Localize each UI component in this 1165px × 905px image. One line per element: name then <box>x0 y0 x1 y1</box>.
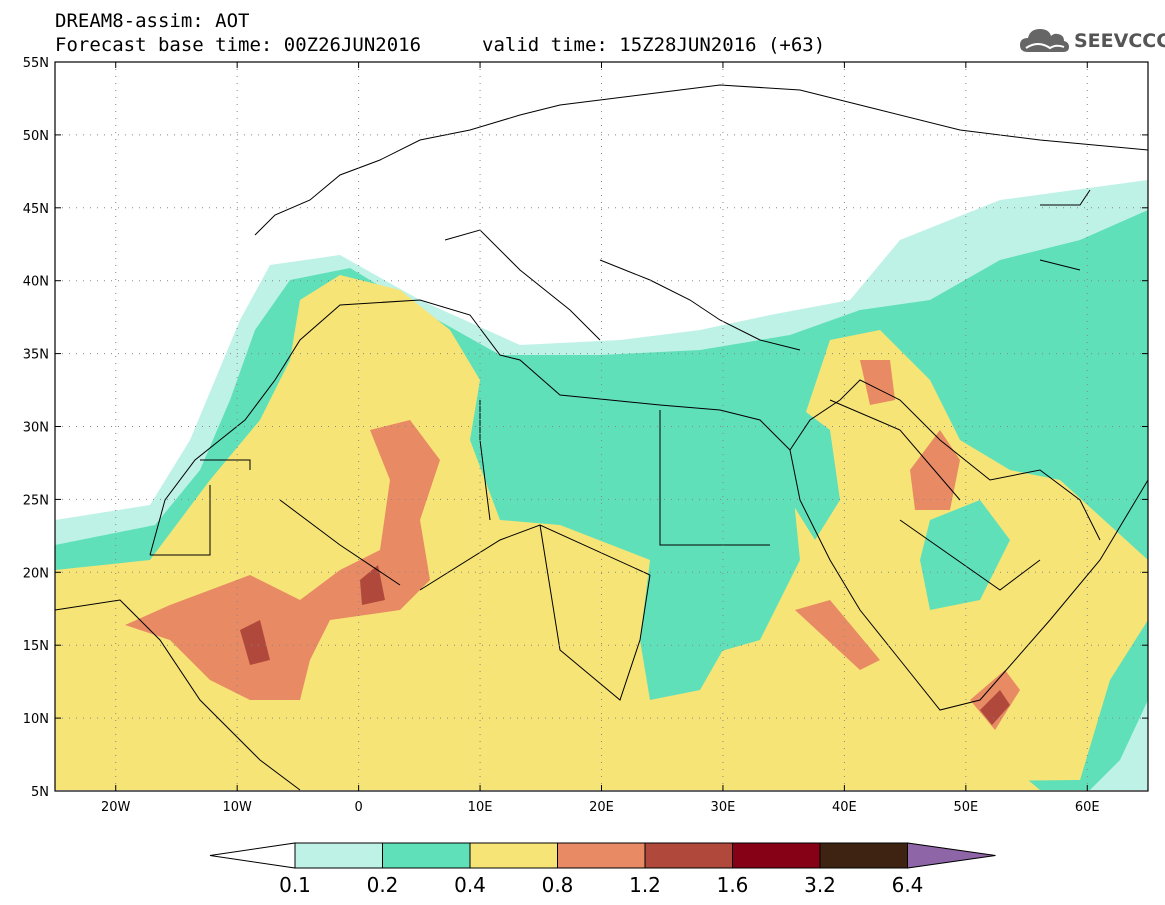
legend-label: 1.2 <box>629 873 661 897</box>
legend-label: 0.1 <box>279 873 311 897</box>
lon-tick-label: 40E <box>832 800 857 815</box>
legend-swatch <box>557 842 646 869</box>
aot-band-1.2-somalia <box>980 690 1010 725</box>
color-legend: 0.1 0.2 0.4 0.8 1.2 1.6 3.2 6.4 <box>209 842 996 897</box>
cloud-icon <box>1020 29 1069 52</box>
lat-tick-label: 55N <box>23 56 49 71</box>
legend-arrow-low <box>209 842 296 869</box>
forecast-base-time: Forecast base time: 00Z26JUN2016 <box>55 34 422 56</box>
lon-tick-label: 20W <box>101 800 131 815</box>
lon-tick-label: 10E <box>468 800 493 815</box>
lat-tick-label: 35N <box>23 348 49 363</box>
lat-tick-label: 5N <box>31 785 49 800</box>
aot-band-0.8-westafrica <box>125 420 440 700</box>
aot-band-0.8-iraq <box>860 360 895 405</box>
lat-tick-label: 10N <box>23 712 49 727</box>
aot-band-1.2-niger <box>360 565 385 605</box>
legend-label: 3.2 <box>804 873 836 897</box>
legend-label: 1.6 <box>717 873 749 897</box>
lat-tick-label: 30N <box>23 421 49 436</box>
lat-tick-label: 45N <box>23 202 49 217</box>
lat-tick-label: 50N <box>23 129 49 144</box>
lat-axis: 55N 50N 45N 40N 35N 30N 25N 20N 15N 10N 5N <box>23 56 1148 800</box>
map-title: DREAM8-assim: AOT <box>55 10 250 32</box>
aot-band-0.8-arabia <box>910 430 960 510</box>
legend-swatch <box>382 842 471 869</box>
lon-tick-label: 10W <box>222 800 252 815</box>
seevccc-logo: SEEVCCC <box>1018 26 1165 56</box>
legend-swatch <box>469 842 558 869</box>
logo-text: SEEVCCC <box>1074 30 1165 52</box>
legend-swatch <box>294 842 383 869</box>
lon-axis: 20W 10W 0 10E 20E 30E 40E 50E 60E <box>101 62 1100 815</box>
aot-band-1.2-mali <box>240 620 270 665</box>
lon-tick-label: 30E <box>711 800 736 815</box>
legend-swatch <box>732 842 821 869</box>
valid-time: valid time: 15Z28JUN2016 (+63) <box>482 34 826 56</box>
coastlines <box>55 84 1148 791</box>
aot-band-0.8-eritrea <box>795 600 880 670</box>
legend-label: 0.2 <box>367 873 399 897</box>
aot-band-0.2-sudan <box>640 540 760 700</box>
lon-tick-label: 50E <box>953 800 978 815</box>
lat-tick-label: 40N <box>23 275 49 290</box>
legend-arrow-high <box>907 842 996 869</box>
lon-tick-label: 20E <box>589 800 614 815</box>
legend-label: 0.8 <box>542 873 574 897</box>
time-info: Forecast base time: 00Z26JUN2016 valid ti… <box>55 34 825 56</box>
lat-tick-label: 15N <box>23 639 49 654</box>
lat-tick-label: 20N <box>23 566 49 581</box>
legend-swatch <box>644 842 733 869</box>
legend-label: 6.4 <box>892 873 924 897</box>
lon-tick-label: 60E <box>1075 800 1100 815</box>
lat-tick-label: 25N <box>23 493 49 508</box>
lon-tick-label: 0 <box>354 800 362 815</box>
legend-swatch <box>819 842 908 869</box>
legend-label: 0.4 <box>454 873 486 897</box>
aot-band-0.2-arabia-south <box>920 500 1010 610</box>
